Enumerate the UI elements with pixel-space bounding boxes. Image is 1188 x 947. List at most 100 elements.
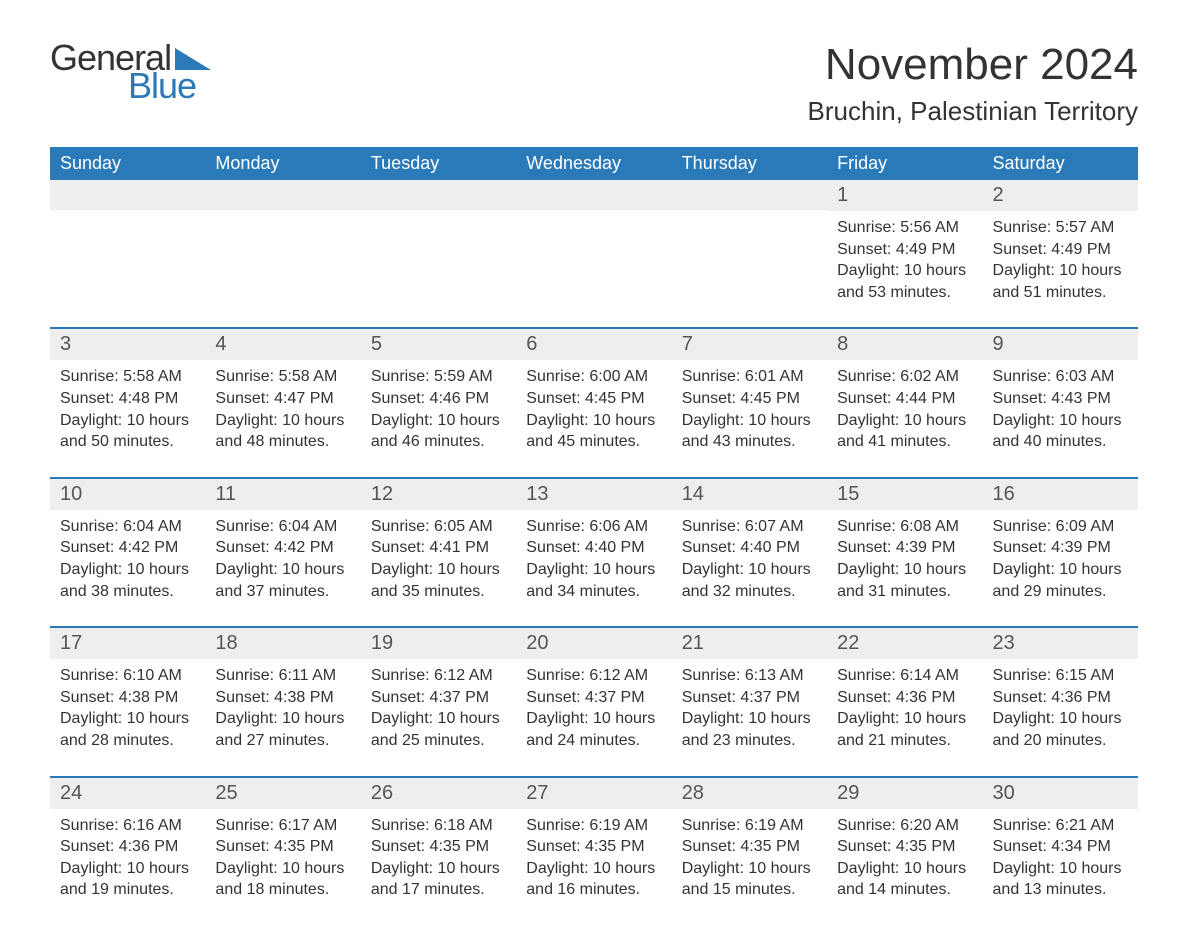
day-cell: 23Sunrise: 6:15 AMSunset: 4:36 PMDayligh… [983,628,1138,757]
day-body: Sunrise: 6:03 AMSunset: 4:43 PMDaylight:… [983,360,1138,458]
sunrise-line: Sunrise: 6:01 AM [682,366,817,388]
day-number: 7 [672,329,827,360]
daylight-line: Daylight: 10 hours and 48 minutes. [215,410,350,453]
week-row: 10Sunrise: 6:04 AMSunset: 4:42 PMDayligh… [50,477,1138,608]
day-cell: 4Sunrise: 5:58 AMSunset: 4:47 PMDaylight… [205,329,360,458]
day-number: 8 [827,329,982,360]
daylight-line: Daylight: 10 hours and 13 minutes. [993,858,1128,901]
sunrise-line: Sunrise: 6:04 AM [215,516,350,538]
day-cell: 19Sunrise: 6:12 AMSunset: 4:37 PMDayligh… [361,628,516,757]
day-body: Sunrise: 6:20 AMSunset: 4:35 PMDaylight:… [827,809,982,907]
day-number: 26 [361,778,516,809]
day-body: Sunrise: 5:58 AMSunset: 4:47 PMDaylight:… [205,360,360,458]
day-number: 18 [205,628,360,659]
day-cell: 7Sunrise: 6:01 AMSunset: 4:45 PMDaylight… [672,329,827,458]
sunrise-line: Sunrise: 6:15 AM [993,665,1128,687]
sunrise-line: Sunrise: 6:17 AM [215,815,350,837]
day-number: 29 [827,778,982,809]
sunrise-line: Sunrise: 5:57 AM [993,217,1128,239]
sunset-line: Sunset: 4:34 PM [993,836,1128,858]
day-number: 14 [672,479,827,510]
daylight-line: Daylight: 10 hours and 46 minutes. [371,410,506,453]
day-number: 28 [672,778,827,809]
daylight-line: Daylight: 10 hours and 50 minutes. [60,410,195,453]
day-cell: 30Sunrise: 6:21 AMSunset: 4:34 PMDayligh… [983,778,1138,907]
day-body: Sunrise: 6:04 AMSunset: 4:42 PMDaylight:… [50,510,205,608]
daylight-line: Daylight: 10 hours and 34 minutes. [526,559,661,602]
sunrise-line: Sunrise: 6:21 AM [993,815,1128,837]
empty-day-bar [516,180,671,210]
page-header: General Blue November 2024 Bruchin, Pale… [50,40,1138,127]
daylight-line: Daylight: 10 hours and 38 minutes. [60,559,195,602]
week-row: 24Sunrise: 6:16 AMSunset: 4:36 PMDayligh… [50,776,1138,907]
daylight-line: Daylight: 10 hours and 25 minutes. [371,708,506,751]
sunset-line: Sunset: 4:42 PM [60,537,195,559]
daylight-line: Daylight: 10 hours and 20 minutes. [993,708,1128,751]
day-cell: 12Sunrise: 6:05 AMSunset: 4:41 PMDayligh… [361,479,516,608]
daylight-line: Daylight: 10 hours and 27 minutes. [215,708,350,751]
day-header: Tuesday [361,147,516,180]
day-header: Wednesday [516,147,671,180]
daylight-line: Daylight: 10 hours and 53 minutes. [837,260,972,303]
day-header: Sunday [50,147,205,180]
day-number: 11 [205,479,360,510]
week-row: 17Sunrise: 6:10 AMSunset: 4:38 PMDayligh… [50,626,1138,757]
sunrise-line: Sunrise: 5:59 AM [371,366,506,388]
sunset-line: Sunset: 4:45 PM [682,388,817,410]
day-cell: 22Sunrise: 6:14 AMSunset: 4:36 PMDayligh… [827,628,982,757]
daylight-line: Daylight: 10 hours and 21 minutes. [837,708,972,751]
day-cell: 25Sunrise: 6:17 AMSunset: 4:35 PMDayligh… [205,778,360,907]
day-cell: 10Sunrise: 6:04 AMSunset: 4:42 PMDayligh… [50,479,205,608]
location-text: Bruchin, Palestinian Territory [808,96,1138,127]
day-body: Sunrise: 6:18 AMSunset: 4:35 PMDaylight:… [361,809,516,907]
sunrise-line: Sunrise: 6:03 AM [993,366,1128,388]
daylight-line: Daylight: 10 hours and 15 minutes. [682,858,817,901]
day-body: Sunrise: 6:10 AMSunset: 4:38 PMDaylight:… [50,659,205,757]
day-body: Sunrise: 6:02 AMSunset: 4:44 PMDaylight:… [827,360,982,458]
day-body: Sunrise: 6:00 AMSunset: 4:45 PMDaylight:… [516,360,671,458]
sunset-line: Sunset: 4:39 PM [837,537,972,559]
sunset-line: Sunset: 4:35 PM [526,836,661,858]
day-body: Sunrise: 6:19 AMSunset: 4:35 PMDaylight:… [516,809,671,907]
day-cell [205,180,360,309]
day-number: 20 [516,628,671,659]
day-body: Sunrise: 6:07 AMSunset: 4:40 PMDaylight:… [672,510,827,608]
day-cell: 24Sunrise: 6:16 AMSunset: 4:36 PMDayligh… [50,778,205,907]
sunrise-line: Sunrise: 6:14 AM [837,665,972,687]
day-cell: 1Sunrise: 5:56 AMSunset: 4:49 PMDaylight… [827,180,982,309]
sunrise-line: Sunrise: 6:12 AM [526,665,661,687]
calendar: SundayMondayTuesdayWednesdayThursdayFrid… [50,147,1138,907]
empty-day-bar [361,180,516,210]
day-body: Sunrise: 6:08 AMSunset: 4:39 PMDaylight:… [827,510,982,608]
day-cell: 3Sunrise: 5:58 AMSunset: 4:48 PMDaylight… [50,329,205,458]
day-cell: 26Sunrise: 6:18 AMSunset: 4:35 PMDayligh… [361,778,516,907]
sunrise-line: Sunrise: 6:09 AM [993,516,1128,538]
day-body: Sunrise: 6:14 AMSunset: 4:36 PMDaylight:… [827,659,982,757]
day-cell: 2Sunrise: 5:57 AMSunset: 4:49 PMDaylight… [983,180,1138,309]
sunrise-line: Sunrise: 6:10 AM [60,665,195,687]
day-cell [516,180,671,309]
day-cell: 18Sunrise: 6:11 AMSunset: 4:38 PMDayligh… [205,628,360,757]
daylight-line: Daylight: 10 hours and 14 minutes. [837,858,972,901]
sunrise-line: Sunrise: 6:13 AM [682,665,817,687]
day-cell [361,180,516,309]
sunrise-line: Sunrise: 6:05 AM [371,516,506,538]
day-number: 19 [361,628,516,659]
day-number: 27 [516,778,671,809]
sunrise-line: Sunrise: 5:58 AM [215,366,350,388]
day-body: Sunrise: 6:21 AMSunset: 4:34 PMDaylight:… [983,809,1138,907]
day-cell: 11Sunrise: 6:04 AMSunset: 4:42 PMDayligh… [205,479,360,608]
day-body: Sunrise: 6:01 AMSunset: 4:45 PMDaylight:… [672,360,827,458]
sunset-line: Sunset: 4:48 PM [60,388,195,410]
daylight-line: Daylight: 10 hours and 16 minutes. [526,858,661,901]
day-body: Sunrise: 6:19 AMSunset: 4:35 PMDaylight:… [672,809,827,907]
day-number: 10 [50,479,205,510]
sunset-line: Sunset: 4:49 PM [837,239,972,261]
day-number: 5 [361,329,516,360]
day-number: 24 [50,778,205,809]
daylight-line: Daylight: 10 hours and 45 minutes. [526,410,661,453]
day-cell: 17Sunrise: 6:10 AMSunset: 4:38 PMDayligh… [50,628,205,757]
day-cell [672,180,827,309]
daylight-line: Daylight: 10 hours and 40 minutes. [993,410,1128,453]
sunset-line: Sunset: 4:49 PM [993,239,1128,261]
